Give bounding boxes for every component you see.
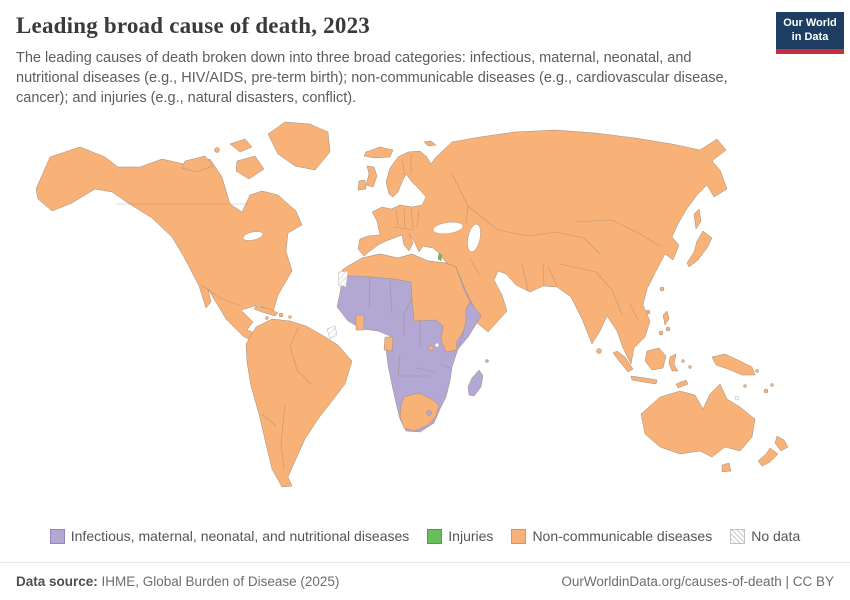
chart-subtitle: The leading causes of death broken down …	[16, 50, 728, 106]
data-source-label: Data source:	[16, 574, 98, 589]
legend-label-infectious: Infectious, maternal, neonatal, and nutr…	[70, 528, 410, 544]
license-link[interactable]: OurWorldinData.org/causes-of-death | CC …	[561, 574, 834, 589]
legend-item-ncd[interactable]: Non-communicable diseases	[511, 528, 712, 544]
owid-logo-line1: Our World	[783, 17, 837, 29]
region-iceland[interactable]	[363, 146, 394, 159]
legend-swatch-infectious	[49, 528, 65, 544]
region-south-america[interactable]	[245, 318, 353, 488]
region-tasmania[interactable]	[721, 462, 732, 473]
region-taiwan[interactable]	[659, 286, 665, 292]
country-borders	[116, 154, 661, 471]
legend-label-no-data: No data	[751, 528, 801, 544]
region-eurasia[interactable]	[357, 129, 728, 365]
region-arctic-small-island[interactable]	[214, 147, 220, 153]
region-comoros[interactable]	[485, 359, 489, 363]
region-timor[interactable]	[675, 379, 689, 389]
legend-label-ncd: Non-communicable diseases	[532, 528, 713, 544]
region-new-zealand-south[interactable]	[757, 447, 779, 467]
region-hispaniola[interactable]	[278, 312, 284, 318]
region-pacific-islands[interactable]	[770, 383, 774, 387]
region-new-zealand-north[interactable]	[774, 435, 789, 452]
world-map[interactable]	[0, 114, 850, 526]
region-madagascar[interactable]	[467, 369, 484, 397]
region-arctic-victoria-island[interactable]	[181, 155, 214, 173]
region-philippines[interactable]	[662, 310, 670, 326]
region-north-africa[interactable]	[341, 253, 471, 353]
map-legend: Infectious, maternal, neonatal, and nutr…	[0, 528, 850, 544]
region-borneo[interactable]	[644, 347, 667, 371]
caspian-sea	[467, 224, 481, 252]
great-lakes	[242, 231, 264, 241]
region-sumatra[interactable]	[612, 350, 634, 373]
region-new-caledonia[interactable]	[734, 395, 740, 401]
region-french-guiana[interactable]	[326, 325, 338, 340]
region-united-kingdom[interactable]	[365, 165, 378, 188]
chart-footer: Data source: IHME, Global Burden of Dise…	[0, 562, 850, 600]
region-moluccas[interactable]	[681, 359, 685, 363]
region-puerto-rico[interactable]	[288, 315, 292, 319]
owid-logo[interactable]: Our World in Data	[776, 12, 844, 54]
data-source-text: IHME, Global Burden of Disease (2025)	[97, 574, 340, 589]
region-new-guinea[interactable]	[711, 353, 756, 376]
owid-logo-line2: in Data	[791, 30, 829, 43]
region-cuba[interactable]	[253, 305, 279, 317]
region-pacific-islands[interactable]	[755, 369, 759, 373]
region-australia[interactable]	[640, 383, 756, 458]
legend-item-injuries[interactable]: Injuries	[427, 528, 493, 544]
region-palestine[interactable]	[437, 252, 443, 262]
region-svalbard[interactable]	[423, 140, 437, 147]
region-gabon[interactable]	[383, 336, 394, 352]
region-moluccas[interactable]	[688, 365, 692, 369]
page-title: Leading broad cause of death, 2023	[16, 13, 370, 38]
region-philippines[interactable]	[658, 330, 664, 336]
region-lesotho[interactable]	[426, 410, 432, 416]
legend-item-infectious[interactable]: Infectious, maternal, neonatal, and nutr…	[49, 528, 410, 544]
region-pacific-islands[interactable]	[763, 388, 769, 394]
lake-victoria	[434, 342, 440, 348]
region-ghana[interactable]	[355, 314, 365, 331]
legend-item-no-data[interactable]: No data	[730, 528, 800, 544]
legend-swatch-no-data	[730, 528, 746, 544]
region-java[interactable]	[630, 375, 658, 385]
region-arctic-ellesmere-island[interactable]	[229, 138, 253, 153]
legend-swatch-injuries	[427, 528, 443, 544]
region-philippines[interactable]	[665, 326, 671, 332]
region-sri-lanka[interactable]	[596, 348, 602, 354]
region-south-africa-botswana[interactable]	[399, 392, 440, 432]
region-greenland[interactable]	[267, 121, 331, 171]
black-sea	[432, 221, 464, 235]
region-japan[interactable]	[686, 230, 713, 268]
region-arctic-baffin-island[interactable]	[235, 155, 265, 180]
region-north-america[interactable]	[35, 146, 303, 354]
region-pacific-islands[interactable]	[743, 384, 747, 388]
region-rwanda-burundi[interactable]	[428, 345, 434, 351]
region-western-sahara[interactable]	[337, 270, 349, 288]
region-sulawesi[interactable]	[668, 353, 679, 372]
legend-swatch-ncd	[511, 528, 527, 544]
region-sakhalin[interactable]	[693, 208, 702, 230]
data-source: Data source: IHME, Global Burden of Dise…	[16, 574, 339, 589]
chart-header: Leading broad cause of death, 2023 Our W…	[0, 0, 850, 108]
region-ireland[interactable]	[357, 179, 367, 191]
region-somalia[interactable]	[457, 301, 482, 350]
region-jamaica[interactable]	[265, 316, 269, 320]
region-hainan[interactable]	[645, 309, 651, 315]
legend-label-injuries: Injuries	[448, 528, 494, 544]
